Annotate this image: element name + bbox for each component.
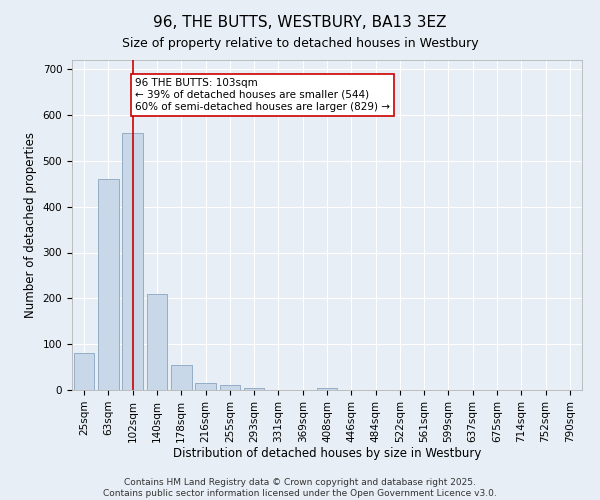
Text: Size of property relative to detached houses in Westbury: Size of property relative to detached ho…: [122, 38, 478, 51]
Bar: [317, 388, 337, 390]
Bar: [171, 365, 191, 390]
Y-axis label: Number of detached properties: Number of detached properties: [24, 132, 37, 318]
Bar: [122, 134, 143, 390]
X-axis label: Distribution of detached houses by size in Westbury: Distribution of detached houses by size …: [173, 448, 481, 460]
Bar: [195, 383, 216, 390]
Text: Contains HM Land Registry data © Crown copyright and database right 2025.
Contai: Contains HM Land Registry data © Crown c…: [103, 478, 497, 498]
Bar: [220, 386, 240, 390]
Text: 96, THE BUTTS, WESTBURY, BA13 3EZ: 96, THE BUTTS, WESTBURY, BA13 3EZ: [153, 15, 447, 30]
Bar: [146, 294, 167, 390]
Text: 96 THE BUTTS: 103sqm
← 39% of detached houses are smaller (544)
60% of semi-deta: 96 THE BUTTS: 103sqm ← 39% of detached h…: [135, 78, 390, 112]
Bar: [244, 388, 265, 390]
Bar: [74, 354, 94, 390]
Bar: [98, 179, 119, 390]
